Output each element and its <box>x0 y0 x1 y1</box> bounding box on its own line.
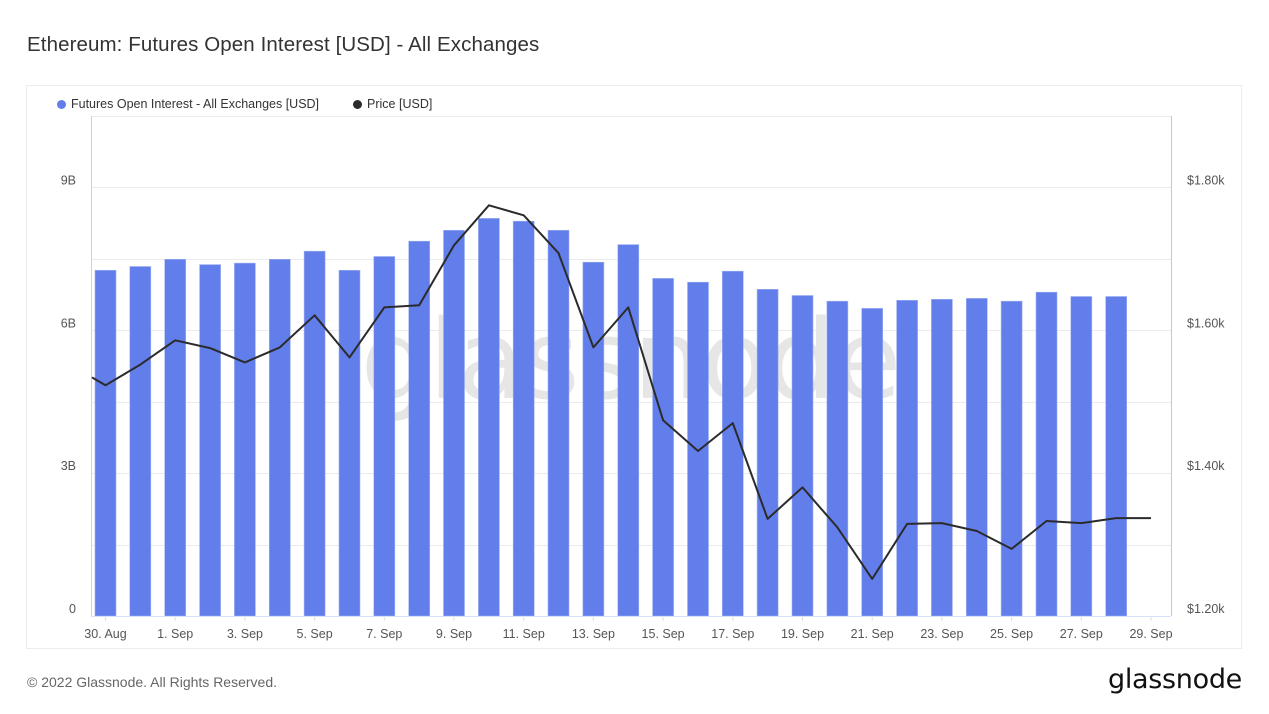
x-axis-tick-label: 29. Sep <box>1129 627 1172 641</box>
x-axis-tick-label: 27. Sep <box>1060 627 1103 641</box>
x-axis-tick-label: 23. Sep <box>920 627 963 641</box>
bar[interactable] <box>303 250 326 617</box>
bar[interactable] <box>129 266 152 617</box>
bar[interactable] <box>478 218 500 617</box>
x-axis-tick-label: 13. Sep <box>572 627 615 641</box>
bar[interactable] <box>861 308 884 617</box>
bar[interactable] <box>338 269 361 617</box>
chart-title: Ethereum: Futures Open Interest [USD] - … <box>27 33 540 56</box>
x-axis-tick-label: 3. Sep <box>227 627 263 641</box>
bar[interactable] <box>1070 296 1093 617</box>
right-axis-tick-label: $1.40k <box>1187 459 1225 473</box>
legend-label: Futures Open Interest - All Exchanges [U… <box>71 97 320 111</box>
bar[interactable] <box>512 220 535 617</box>
x-axis-tick-label: 19. Sep <box>781 627 824 641</box>
right-axis-tick-label: $1.60k <box>1187 316 1225 330</box>
glassnode-logo: glassnode <box>1107 664 1242 695</box>
x-axis-tick-label: 17. Sep <box>711 627 754 641</box>
bar[interactable] <box>756 288 779 617</box>
bar[interactable] <box>617 244 640 617</box>
legend: Futures Open Interest - All Exchanges [U… <box>57 97 432 111</box>
bar[interactable] <box>199 264 221 617</box>
bar[interactable] <box>687 281 709 617</box>
bar[interactable] <box>931 298 953 617</box>
bar[interactable] <box>1000 300 1023 617</box>
bar[interactable] <box>1035 291 1058 617</box>
series-color-dot-icon <box>57 99 66 109</box>
right-axis-tick-label: $1.20k <box>1187 602 1225 616</box>
x-axis-tick-label: 7. Sep <box>366 627 402 641</box>
bar[interactable] <box>1105 296 1127 617</box>
legend-item-price[interactable]: Price [USD] <box>353 97 432 111</box>
left-axis-tick-label: 6B <box>61 316 76 330</box>
copyright-text: © 2022 Glassnode. All Rights Reserved. <box>27 674 278 690</box>
x-axis-tick-label: 15. Sep <box>642 627 685 641</box>
bar[interactable] <box>164 258 186 617</box>
x-axis-tick-label: 1. Sep <box>157 627 193 641</box>
bar[interactable] <box>408 240 431 617</box>
price-line <box>91 204 1151 580</box>
bar[interactable] <box>826 300 849 617</box>
open-interest-bars <box>94 218 1127 617</box>
x-axis-tick-label: 11. Sep <box>503 627 545 641</box>
x-axis-tick-label: 5. Sep <box>297 627 333 641</box>
series-color-dot-icon <box>353 99 363 109</box>
bar[interactable] <box>582 261 605 617</box>
bar[interactable] <box>652 278 674 617</box>
bar[interactable] <box>547 230 570 617</box>
x-axis-labels: 30. Aug 1. Sep 3. Sep 5. Sep 7. Sep 9. Sep 11.… <box>84 616 1173 641</box>
bar[interactable] <box>373 256 396 617</box>
x-axis-tick-label: 25. Sep <box>990 627 1033 641</box>
legend-label: Price [USD] <box>367 97 433 111</box>
bar[interactable] <box>94 269 117 617</box>
bar[interactable] <box>234 262 256 617</box>
axes <box>91 116 1172 617</box>
x-axis-tick-label: 30. Aug <box>84 627 126 641</box>
bar[interactable] <box>268 258 291 617</box>
x-axis-tick-label: 9. Sep <box>436 627 472 641</box>
left-axis-labels: 0 3B 6B 9B <box>61 173 76 616</box>
x-axis-tick-label: 21. Sep <box>851 627 894 641</box>
legend-item-open-interest[interactable]: Futures Open Interest - All Exchanges [U… <box>57 97 319 111</box>
right-axis-tick-label: $1.80k <box>1187 173 1225 187</box>
bar[interactable] <box>896 299 918 617</box>
right-axis-labels: $1.20k $1.40k $1.60k $1.80k <box>1187 173 1225 616</box>
bar[interactable] <box>965 298 988 617</box>
left-axis-tick-label: 0 <box>69 602 76 616</box>
bar[interactable] <box>791 295 814 617</box>
bar[interactable] <box>443 230 465 617</box>
left-axis-tick-label: 3B <box>61 459 76 473</box>
left-axis-tick-label: 9B <box>61 173 76 187</box>
